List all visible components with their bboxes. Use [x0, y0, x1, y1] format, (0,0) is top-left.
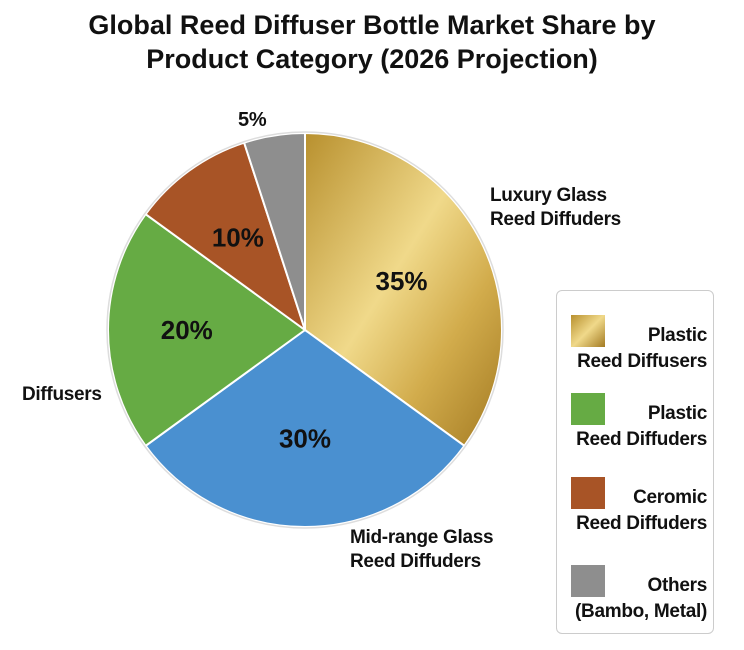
outside-label-others-value: 5%	[238, 109, 267, 131]
legend-swatch	[571, 315, 605, 347]
legend-text: Plastic	[647, 325, 707, 346]
slice-value-label: 10%	[212, 223, 264, 253]
outside-label-diffusers: Diffusers	[22, 383, 102, 407]
slice-value-label: 20%	[161, 315, 213, 345]
legend-text: (Bambo, Metal)	[575, 601, 707, 622]
legend: Plastic Reed Diffusers Plastic Reed Diffud…	[556, 290, 714, 634]
legend-text: Reed Diffusers	[577, 351, 707, 372]
pie-slice-others	[242, 131, 306, 331]
legend-text: Reed Diffuders	[576, 429, 707, 450]
label-line: Reed Diffuders	[490, 209, 621, 230]
legend-text: Plastic	[647, 403, 707, 424]
label-line: Mid-range Glass	[350, 527, 494, 548]
pie-slice-ceramic	[144, 141, 307, 333]
title-line-2: Product Category (2026 Projection)	[146, 44, 598, 74]
pie-slice-diffusers	[107, 212, 307, 448]
legend-swatch	[571, 565, 605, 597]
outside-label-midrange: Mid-range Glass Reed Diffuders	[350, 526, 494, 574]
chart-title: Global Reed Diffuser Bottle Market Share…	[0, 8, 744, 76]
label-line: Luxury Glass	[490, 185, 607, 206]
legend-text: Ceromic	[633, 487, 707, 508]
title-line-1: Global Reed Diffuser Bottle Market Share…	[88, 10, 656, 40]
legend-swatch	[571, 477, 605, 509]
pie-slice-luxury-glass	[304, 131, 503, 448]
legend-swatch	[571, 393, 605, 425]
label-line: Diffusers	[22, 384, 102, 405]
slice-value-label: 30%	[279, 423, 331, 453]
legend-text: Reed Diffuders	[576, 513, 707, 534]
pie-outline	[106, 131, 504, 529]
pie-slice-midrange-glass	[144, 328, 466, 528]
legend-text: Others	[647, 575, 708, 596]
label-line: Reed Diffuders	[350, 551, 481, 572]
outside-label-luxury: Luxury Glass Reed Diffuders	[490, 184, 621, 232]
slice-value-label: 35%	[376, 266, 428, 296]
